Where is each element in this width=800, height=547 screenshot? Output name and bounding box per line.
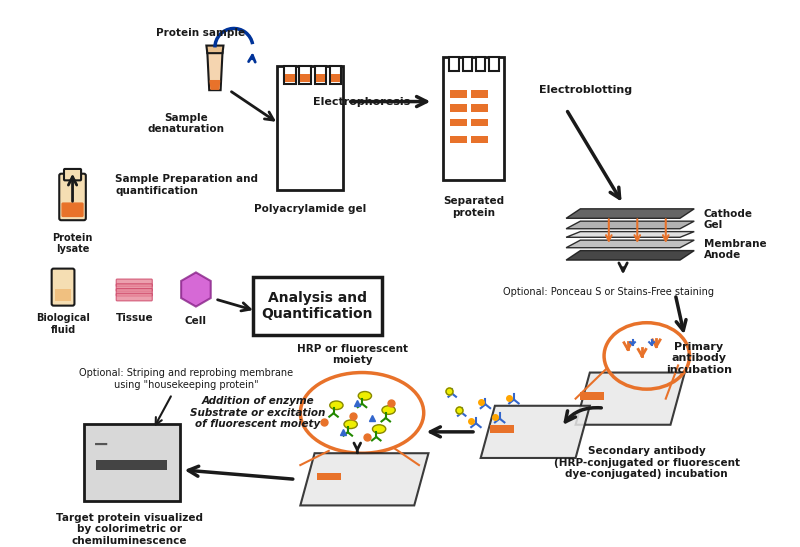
Bar (315, 74, 325, 82)
Text: Biological
fluid: Biological fluid (36, 313, 90, 335)
Bar (490, 57, 498, 71)
FancyBboxPatch shape (64, 169, 81, 181)
Polygon shape (210, 80, 220, 89)
Polygon shape (207, 52, 222, 90)
Ellipse shape (358, 392, 371, 400)
FancyBboxPatch shape (52, 269, 74, 306)
FancyBboxPatch shape (116, 284, 152, 292)
Bar (450, 104, 467, 112)
FancyBboxPatch shape (116, 289, 152, 296)
Text: Gel: Gel (704, 220, 723, 230)
Polygon shape (566, 221, 694, 229)
Text: Sample
denaturation: Sample denaturation (148, 113, 225, 134)
Bar (580, 392, 604, 400)
Ellipse shape (330, 401, 343, 410)
Text: HRP or fluorescent
moiety: HRP or fluorescent moiety (297, 344, 408, 365)
Text: Electrophoresis: Electrophoresis (314, 97, 410, 107)
Text: Protein sample: Protein sample (156, 28, 246, 38)
Text: Tissue: Tissue (115, 313, 153, 323)
Bar (450, 119, 467, 126)
Bar (450, 57, 459, 71)
Text: Cathode: Cathode (704, 208, 753, 219)
Text: Protein
lysate: Protein lysate (52, 232, 93, 254)
Bar (330, 66, 341, 84)
Text: Analysis and
Quantification: Analysis and Quantification (262, 291, 373, 321)
Polygon shape (481, 406, 590, 458)
Bar (318, 473, 341, 480)
Bar (55, 289, 70, 301)
Ellipse shape (344, 420, 358, 428)
Polygon shape (575, 373, 685, 425)
FancyBboxPatch shape (253, 277, 382, 335)
Bar (285, 74, 294, 82)
Bar (471, 90, 488, 98)
Bar (450, 90, 467, 98)
Text: Primary
antibody
incubation: Primary antibody incubation (666, 342, 732, 375)
Bar (96, 461, 167, 470)
FancyBboxPatch shape (116, 279, 152, 287)
Bar (471, 119, 488, 126)
Text: Optional: Striping and reprobing membrane
using "housekeeping protein": Optional: Striping and reprobing membran… (79, 368, 294, 390)
Bar (476, 57, 486, 71)
Bar (300, 74, 310, 82)
Ellipse shape (382, 406, 395, 414)
FancyBboxPatch shape (62, 203, 83, 217)
Text: Separated
protein: Separated protein (443, 196, 504, 218)
Bar (471, 104, 488, 112)
Polygon shape (566, 231, 694, 237)
Polygon shape (566, 251, 694, 260)
Text: Sample Preparation and
quantification: Sample Preparation and quantification (115, 174, 258, 196)
FancyBboxPatch shape (59, 174, 86, 220)
Bar (471, 136, 488, 143)
Text: Anode: Anode (704, 251, 741, 260)
Text: Optional: Ponceau S or Stains-Free staining: Optional: Ponceau S or Stains-Free stain… (503, 287, 714, 296)
Text: Addition of enzyme
Substrate or excitation
of fluorescent moiety: Addition of enzyme Substrate or excitati… (190, 396, 326, 429)
Text: Secondary antibody
(HRP-conjugated or fluorescent
dye-conjugated) incubation: Secondary antibody (HRP-conjugated or fl… (554, 446, 740, 479)
Text: Target protein visualized
by colorimetric or
chemiluminescence: Target protein visualized by colorimetri… (56, 513, 203, 546)
FancyBboxPatch shape (116, 293, 152, 301)
Bar (490, 425, 514, 433)
Bar (450, 136, 467, 143)
Bar (284, 66, 295, 84)
FancyBboxPatch shape (277, 66, 343, 190)
Polygon shape (566, 240, 694, 248)
Text: Electroblotting: Electroblotting (538, 85, 632, 95)
Polygon shape (206, 45, 223, 53)
Text: Polyacrylamide gel: Polyacrylamide gel (254, 204, 366, 214)
FancyBboxPatch shape (442, 57, 505, 181)
Bar (330, 74, 340, 82)
Polygon shape (566, 209, 694, 218)
Ellipse shape (373, 425, 386, 433)
Text: Cell: Cell (185, 316, 207, 326)
Bar (299, 66, 310, 84)
FancyBboxPatch shape (84, 424, 180, 501)
Text: Membrane: Membrane (704, 239, 766, 249)
Bar (462, 57, 472, 71)
Bar (314, 66, 326, 84)
Polygon shape (300, 453, 429, 505)
Text: −: − (93, 435, 110, 453)
